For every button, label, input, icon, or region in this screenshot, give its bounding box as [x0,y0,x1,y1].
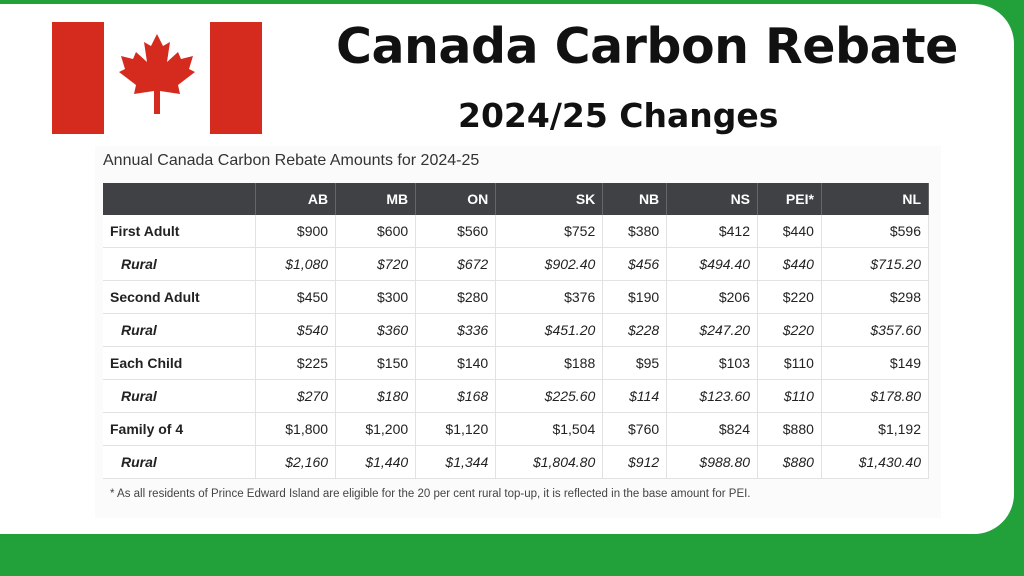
table-cell: $540 [255,313,337,347]
table-cell: $412 [666,215,759,248]
row-label: Rural [103,445,256,479]
table-row: Family of 4 $1,800 $1,200 $1,120 $1,504 $760 $… [103,412,930,446]
table-cell: $336 [415,313,497,347]
table-cell: $451.20 [495,313,604,347]
table-cell: $912 [602,445,668,479]
row-label: Rural [103,247,256,281]
table-cell: $720 [335,247,417,281]
row-label: Second Adult [103,280,256,314]
table-cell: $380 [602,215,668,248]
column-header: NS [666,183,759,215]
page-subtitle: 2024/25 Changes [458,96,779,135]
table-cell: $225.60 [495,379,604,413]
table-cell: $360 [335,313,417,347]
table-cell: $1,430.40 [821,445,930,479]
column-header: NB [602,183,668,215]
table-cell: $440 [757,247,822,281]
table-cell: $1,120 [415,412,497,446]
table-cell: $494.40 [666,247,759,281]
table-cell: $440 [757,215,822,248]
table-cell: $560 [415,215,497,248]
row-label: Rural [103,313,256,347]
row-label: Family of 4 [103,412,256,446]
table-cell: $110 [757,346,822,380]
table-cell: $1,192 [821,412,930,446]
table-footnote: * As all residents of Prince Edward Isla… [110,488,751,500]
table-cell: $190 [602,280,668,314]
page-title: Canada Carbon Rebate [336,18,958,75]
table-header-row: AB MB ON SK NB NS PEI* NL [103,183,930,215]
table-cell: $123.60 [666,379,759,413]
table-row-rural: Rural $540 $360 $336 $451.20 $228 $247.20 $220 $… [103,313,930,347]
column-header: PEI* [757,183,822,215]
table-cell: $450 [255,280,337,314]
table-cell: $206 [666,280,759,314]
table-cell: $902.40 [495,247,604,281]
table-cell: $760 [602,412,668,446]
rebate-table: AB MB ON SK NB NS PEI* NL First Adult $900 $600 $5… [103,183,930,479]
table-cell: $880 [757,412,822,446]
table-cell: $298 [821,280,930,314]
table-cell: $1,200 [335,412,417,446]
table-cell: $988.80 [666,445,759,479]
table-cell: $672 [415,247,497,281]
table-cell: $1,504 [495,412,604,446]
column-header: MB [335,183,417,215]
table-row-rural: Rural $2,160 $1,440 $1,344 $1,804.80 $912 $988… [103,445,930,479]
table-cell: $600 [335,215,417,248]
table-cell: $1,344 [415,445,497,479]
table-cell: $1,804.80 [495,445,604,479]
table-cell: $178.80 [821,379,930,413]
table-cell: $280 [415,280,497,314]
canada-flag-icon [52,22,262,134]
table-row-rural: Rural $1,080 $720 $672 $902.40 $456 $494.40 $44… [103,247,930,281]
column-header: ON [415,183,497,215]
table-cell: $1,440 [335,445,417,479]
column-header: NL [821,183,930,215]
table-cell: $300 [335,280,417,314]
table-cell: $2,160 [255,445,337,479]
table-cell: $357.60 [821,313,930,347]
table-cell: $752 [495,215,604,248]
table-cell: $376 [495,280,604,314]
table-cell: $1,800 [255,412,337,446]
table-row: Each Child $225 $150 $140 $188 $95 $103 $110 $14… [103,346,930,380]
table-cell: $1,080 [255,247,337,281]
table-cell: $150 [335,346,417,380]
table-cell: $228 [602,313,668,347]
column-header: SK [495,183,604,215]
table-row: First Adult $900 $600 $560 $752 $380 $412 $440 $… [103,215,930,248]
table-cell: $715.20 [821,247,930,281]
table-cell: $188 [495,346,604,380]
column-header-label [103,183,256,215]
table-row-rural: Rural $270 $180 $168 $225.60 $114 $123.60 $110 $… [103,379,930,413]
table-cell: $95 [602,346,668,380]
table-cell: $180 [335,379,417,413]
table-cell: $596 [821,215,930,248]
table-cell: $270 [255,379,337,413]
table-cell: $140 [415,346,497,380]
table-cell: $456 [602,247,668,281]
table-cell: $900 [255,215,337,248]
row-label: First Adult [103,215,256,248]
table-cell: $103 [666,346,759,380]
row-label: Each Child [103,346,256,380]
table-cell: $149 [821,346,930,380]
table-row: Second Adult $450 $300 $280 $376 $190 $206 $220… [103,280,930,314]
table-cell: $114 [602,379,668,413]
row-label: Rural [103,379,256,413]
table-cell: $247.20 [666,313,759,347]
table-cell: $168 [415,379,497,413]
table-heading: Annual Canada Carbon Rebate Amounts for … [103,152,480,169]
column-header: AB [255,183,337,215]
table-cell: $220 [757,313,822,347]
table-cell: $880 [757,445,822,479]
table-cell: $824 [666,412,759,446]
table-cell: $110 [757,379,822,413]
table-cell: $220 [757,280,822,314]
table-cell: $225 [255,346,337,380]
